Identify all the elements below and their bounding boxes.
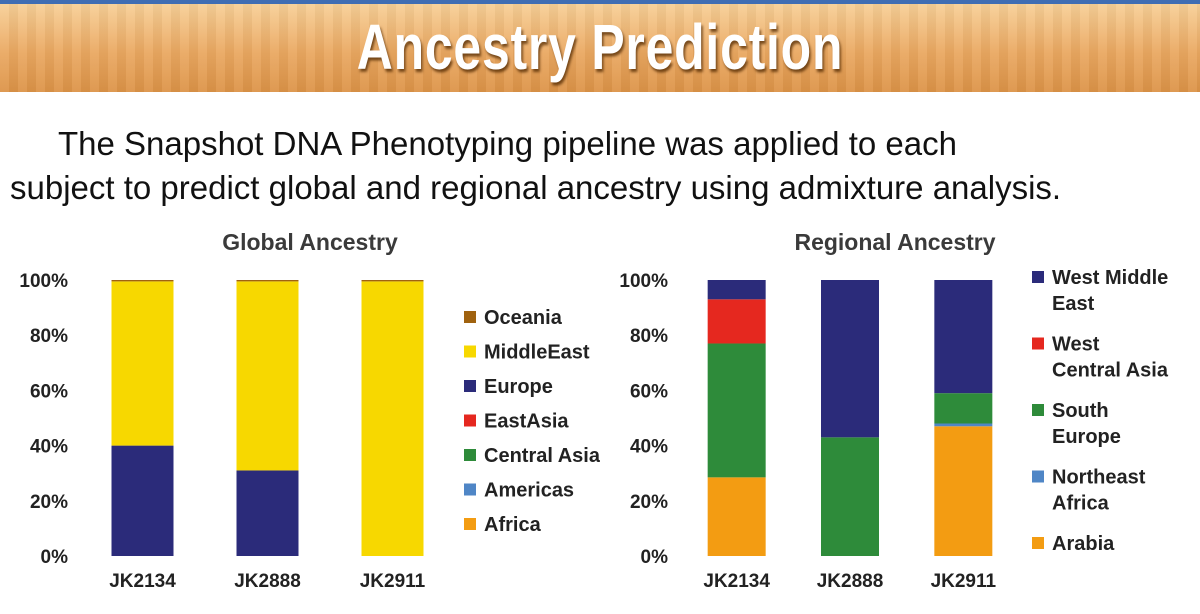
legend-label: Africa: [484, 514, 542, 536]
y-tick-label: 40%: [630, 437, 668, 458]
x-tick-label: JK2911: [360, 571, 426, 592]
y-tick-label: 100%: [619, 271, 668, 292]
legend-label: Arabia: [1052, 533, 1115, 555]
bar-west-middle-east-jk2134: [707, 280, 766, 300]
legend-swatch-south-europe: [1032, 404, 1044, 416]
legend-label: Oceania: [484, 307, 563, 329]
legend-label: Central Asia: [484, 445, 600, 467]
x-tick-label: JK2134: [703, 571, 770, 592]
legend-swatch-africa: [464, 518, 476, 530]
bar-arabia-jk2911: [934, 426, 993, 556]
bar-west-middle-east-jk2888: [821, 280, 879, 438]
chart-title: Global Ancestry: [222, 229, 398, 255]
bar-arabia-jk2134: [707, 477, 766, 556]
chart-title: Regional Ancestry: [794, 229, 995, 255]
bar-middle-east-jk2888: [236, 281, 299, 471]
x-tick-label: JK2888: [234, 571, 301, 592]
y-tick-label: 100%: [19, 271, 68, 292]
bar-middle-east-jk2134: [111, 281, 174, 446]
y-tick-label: 20%: [30, 492, 68, 513]
y-tick-label: 60%: [630, 381, 668, 402]
legend-swatch-oceania: [464, 311, 476, 323]
bar-europe-jk2134: [111, 445, 174, 556]
x-tick-label: JK2888: [817, 571, 884, 592]
legend-label: Europe: [1052, 426, 1121, 448]
regional-ancestry-chart: Regional Ancestry 0% 20% 40% 60% 80% 100% JK213…: [619, 229, 1169, 592]
y-tick-label: 0%: [41, 547, 69, 568]
legend-swatch-central-asia: [464, 449, 476, 461]
bar-oceania-jk2911: [361, 280, 424, 282]
x-tick-label: JK2134: [109, 571, 176, 592]
y-tick-label: 60%: [30, 381, 68, 402]
y-tick-label: 80%: [30, 326, 68, 347]
x-tick-label: JK2911: [931, 571, 997, 592]
bar-europe-jk2888: [236, 470, 299, 556]
y-tick-label: 80%: [630, 326, 668, 347]
title-banner: Ancestry Prediction: [0, 0, 1200, 92]
bar-oceania-jk2888: [236, 280, 299, 282]
bar-south-europe-jk2911: [934, 393, 993, 424]
global-ancestry-chart: Global Ancestry 0% 20% 40% 60% 80% 100% JK2134 J…: [19, 229, 600, 592]
legend-label: West: [1052, 334, 1100, 356]
legend-label: Africa: [1052, 493, 1110, 515]
legend-label: MiddleEast: [484, 342, 590, 364]
legend-label: Central Asia: [1052, 360, 1169, 382]
legend-swatch-europe: [464, 380, 476, 392]
legend-swatch-east-asia: [464, 414, 476, 427]
bar-west-middle-east-jk2911: [934, 280, 993, 394]
legend-label: EastAsia: [484, 411, 569, 433]
legend-swatch-arabia: [1032, 537, 1044, 549]
legend-label: South: [1052, 400, 1109, 422]
legend-label: West Middle: [1052, 267, 1168, 289]
page-title: Ancestry Prediction: [356, 11, 844, 83]
legend-label: Northeast: [1052, 467, 1146, 489]
bar-south-europe-jk2134: [707, 343, 766, 478]
legend-label: East: [1052, 293, 1095, 315]
y-tick-label: 20%: [630, 492, 668, 513]
legend-label: Americas: [484, 480, 574, 502]
legend-label: Europe: [484, 376, 553, 398]
legend-swatch-west-middle-east: [1032, 271, 1044, 283]
bar-south-europe-jk2888: [821, 437, 879, 556]
legend-swatch-northeast-africa: [1032, 470, 1044, 483]
bar-northeast-africa-jk2911: [934, 423, 993, 427]
bar-oceania-jk2134: [111, 280, 174, 282]
y-tick-label: 0%: [641, 547, 669, 568]
intro-line-2: subject to predict global and regional a…: [10, 169, 1062, 206]
legend-swatch-americas: [464, 483, 476, 496]
y-tick-label: 40%: [30, 437, 68, 458]
bar-middle-east-jk2911: [361, 281, 424, 556]
bar-west-central-asia-jk2134: [707, 299, 766, 344]
legend-swatch-west-central-asia: [1032, 337, 1044, 350]
intro-line-1: The Snapshot DNA Phenotyping pipeline wa…: [58, 125, 957, 162]
legend-swatch-middle-east: [464, 345, 476, 358]
